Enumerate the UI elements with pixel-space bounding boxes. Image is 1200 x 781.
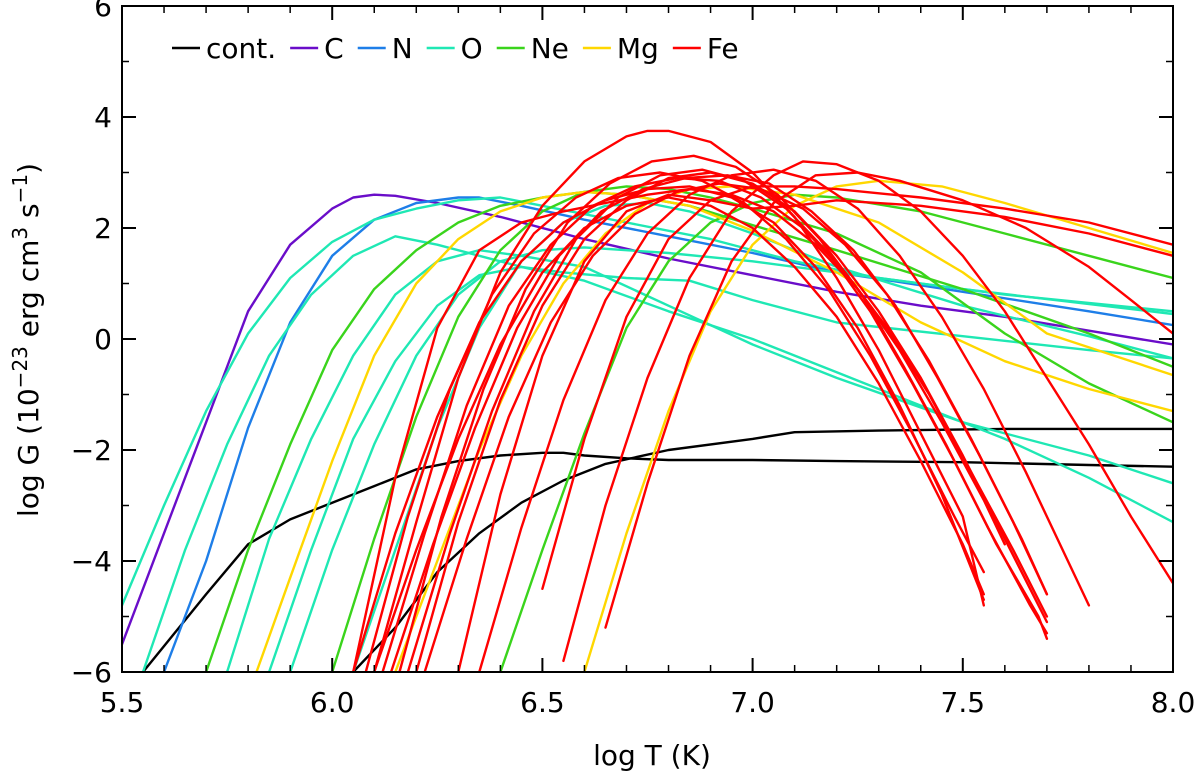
- legend-label: Ne: [531, 32, 569, 65]
- series-line-Fe-25: [373, 196, 985, 672]
- legend-label: O: [461, 32, 483, 65]
- x-axis-title: log T (K): [593, 739, 711, 772]
- series-line-C-2: [122, 193, 1173, 646]
- series-line-Mg-13: [255, 190, 1173, 672]
- legend-label: Mg: [617, 32, 659, 65]
- ticks-layer: 5.5 6.0 6.5 7.0 7.5 8.0 −6 −4 −2 0 2 4 6: [71, 0, 1196, 719]
- x-tick-label: 6.5: [520, 686, 565, 719]
- series-line-Fe-28: [604, 171, 1173, 629]
- legend: cont. C N O Ne Mg Fe: [172, 32, 739, 65]
- y-tick-label: 0: [94, 323, 112, 356]
- series-line-Fe-29: [541, 185, 1173, 590]
- series-line-Fe-30: [457, 193, 1173, 672]
- series-line-cont-1: [352, 427, 1173, 672]
- series-line-Fe-24: [423, 182, 1049, 672]
- series-line-cont-0: [141, 451, 1173, 672]
- series-line-Fe-26: [478, 168, 1091, 672]
- series-line-Fe-20: [389, 174, 1049, 672]
- x-tick-label: 7.0: [730, 686, 775, 719]
- y-tick-label: 6: [94, 0, 112, 23]
- legend-label: cont.: [206, 32, 276, 65]
- x-tick-label: 5.5: [100, 686, 145, 719]
- y-tick-label: −4: [71, 545, 112, 578]
- legend-label: N: [392, 32, 413, 65]
- y-tick-label: 2: [94, 212, 112, 245]
- x-tick-label: 6.0: [310, 686, 355, 719]
- series-line-O-4: [122, 196, 1173, 607]
- x-tick-label: 8.0: [1151, 686, 1196, 719]
- y-tick-label: 4: [94, 101, 112, 134]
- y-tick-label: −2: [71, 434, 112, 467]
- y-tick-label: −6: [71, 656, 112, 689]
- series-line-Fe-27: [562, 160, 1173, 663]
- series-line-Fe-18: [373, 129, 985, 672]
- series-line-Fe-31: [352, 187, 1006, 672]
- series-line-Mg-15: [583, 179, 1173, 672]
- series-layer: [122, 129, 1173, 672]
- legend-label: C: [324, 32, 344, 65]
- series-line-Fe-23: [415, 171, 1049, 672]
- y-axis-title: log G (10−23 erg cm3 s−1): [8, 163, 45, 517]
- series-line-O-9: [352, 201, 1173, 672]
- legend-label: Fe: [707, 32, 739, 65]
- x-tick-label: 7.5: [941, 686, 986, 719]
